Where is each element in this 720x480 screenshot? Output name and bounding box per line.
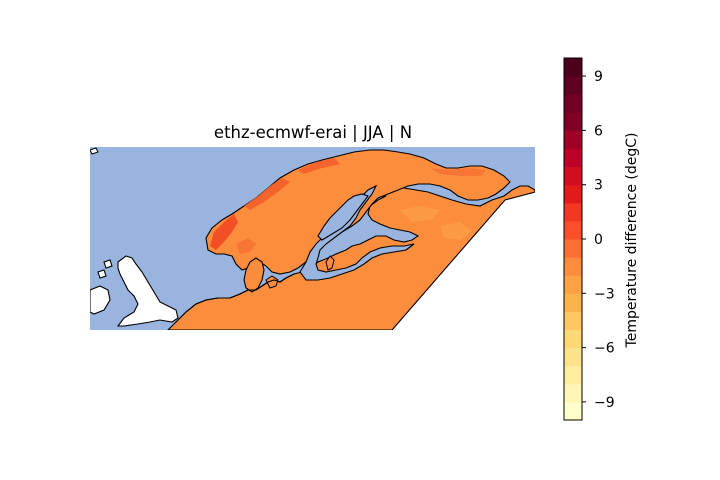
colorbar-tick-label: 3 xyxy=(594,178,603,194)
colorbar-swatch xyxy=(564,166,582,186)
colorbar-swatch xyxy=(564,202,582,222)
colorbar-swatch xyxy=(564,293,582,312)
colorbar-tick-label: 0 xyxy=(594,232,603,248)
colorbar-swatch xyxy=(564,311,582,330)
colorbar-swatch xyxy=(564,275,582,294)
colorbar-ticks: 9 6 3 0 −3 −6 −9 xyxy=(582,69,615,411)
colorbar: 9 6 3 0 −3 −6 −9 Temperature difference (degC) xyxy=(563,57,640,421)
colorbar-label: Temperature difference (degC) xyxy=(624,133,640,349)
colorbar-swatch xyxy=(564,94,582,113)
colorbar-swatch xyxy=(564,112,582,131)
map-panel xyxy=(90,147,535,330)
colorbar-swatch xyxy=(564,220,582,240)
colorbar-swatch xyxy=(564,184,582,204)
colorbar-tick-label: −6 xyxy=(594,341,615,357)
colorbar-swatch xyxy=(564,239,582,258)
colorbar-swatch xyxy=(564,401,582,421)
colorbar-swatch xyxy=(564,58,582,77)
danish-islands xyxy=(265,275,279,289)
denmark xyxy=(243,257,265,293)
colorbar-tick-label: 6 xyxy=(594,123,603,139)
colorbar-swatch xyxy=(564,148,582,168)
colorbar-swatch xyxy=(564,257,582,276)
map-title: ethz-ecmwf-erai | JJA | N xyxy=(214,123,412,142)
gotland xyxy=(325,255,335,271)
colorbar-tick-label: 9 xyxy=(594,69,603,85)
colorbar-swatch xyxy=(564,329,582,349)
gulf-of-bothnia xyxy=(317,193,369,241)
colorbar-swatch xyxy=(564,383,582,403)
colorbar-swatch xyxy=(564,76,582,95)
colorbar-tick-label: −9 xyxy=(594,395,615,411)
colorbar-swatch xyxy=(564,365,582,385)
warm-patches xyxy=(210,158,486,254)
svalbard-specks xyxy=(90,147,99,155)
british-isles xyxy=(90,255,179,327)
colorbar-swatch xyxy=(564,130,582,149)
south-coastline xyxy=(175,273,295,323)
colorbar-tick-label: −3 xyxy=(594,286,615,302)
colorbar-swatch xyxy=(564,347,582,367)
colorbar-swatches xyxy=(564,58,582,421)
